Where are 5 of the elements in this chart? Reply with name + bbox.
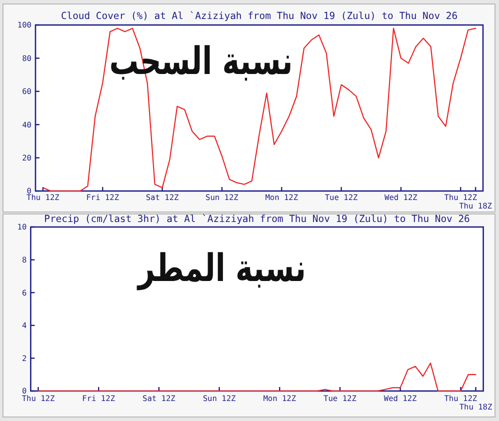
chart-title: Cloud Cover (%) at Al `Aziziyah from Thu Nov 19 (Zulu) to Thu Nov 26 [60,11,458,22]
chart-title: Precip (cm/last 3hr) at Al `Aziziyah from Thu Nov 19 (Zulu) to Thu Nov 26 [44,214,470,225]
line-series [42,28,476,192]
line-series [38,362,476,392]
annotation: نسبة المطر [136,246,306,292]
